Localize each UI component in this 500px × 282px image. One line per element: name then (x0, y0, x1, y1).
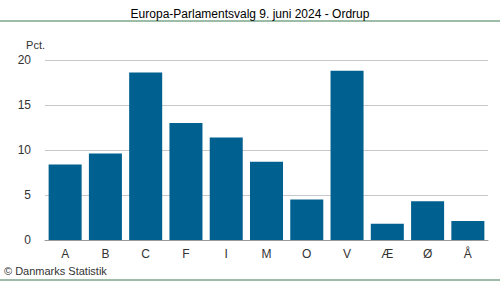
svg-text:I: I (225, 247, 228, 261)
svg-text:M: M (262, 247, 272, 261)
svg-text:10: 10 (18, 143, 32, 157)
svg-text:Å: Å (464, 246, 472, 261)
svg-text:Ø: Ø (423, 247, 432, 261)
svg-text:© Danmarks Statistik: © Danmarks Statistik (4, 265, 107, 277)
svg-text:15: 15 (18, 98, 32, 112)
svg-text:B: B (101, 247, 109, 261)
svg-text:20: 20 (18, 53, 32, 67)
svg-text:Æ: Æ (381, 247, 393, 261)
svg-text:Europa-Parlamentsvalg 9. juni: Europa-Parlamentsvalg 9. juni 2024 - Ord… (131, 7, 370, 21)
svg-text:5: 5 (24, 188, 31, 202)
svg-text:0: 0 (24, 233, 31, 247)
svg-text:C: C (141, 247, 150, 261)
svg-text:A: A (61, 247, 69, 261)
svg-text:Pct.: Pct. (26, 39, 45, 51)
svg-text:V: V (343, 247, 351, 261)
svg-text:F: F (182, 247, 189, 261)
svg-text:O: O (302, 247, 311, 261)
